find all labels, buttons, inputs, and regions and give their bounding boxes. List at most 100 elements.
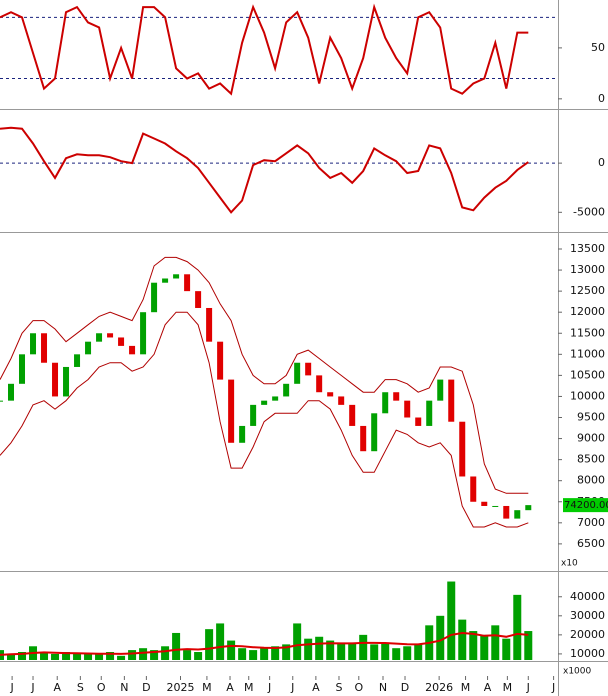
candle xyxy=(239,425,246,443)
candle xyxy=(349,404,356,426)
y-tick-label: 10500 xyxy=(570,368,605,381)
unit-label: x10 xyxy=(561,559,578,569)
y-tick-label: 6500 xyxy=(577,537,605,550)
candle xyxy=(437,379,444,401)
x-tick-label: A xyxy=(53,681,61,694)
volume-bar xyxy=(348,642,357,660)
y-tick-label: 50 xyxy=(591,41,605,54)
volume-bar xyxy=(392,648,401,660)
unit-label: x1000 xyxy=(563,667,592,677)
x-tick-label: D xyxy=(142,681,150,694)
candle xyxy=(393,392,400,401)
candle xyxy=(228,379,235,443)
candle xyxy=(503,505,510,519)
volume-bar xyxy=(172,632,181,660)
candle xyxy=(96,333,103,342)
candle xyxy=(272,396,279,401)
volume-bar xyxy=(194,652,203,660)
y-tick-label: 11500 xyxy=(570,326,605,339)
last-price-box xyxy=(563,498,608,513)
candle xyxy=(316,375,323,393)
volume-bar xyxy=(414,644,423,660)
candle xyxy=(0,400,3,402)
volume-bar xyxy=(502,638,511,660)
candle xyxy=(261,400,268,405)
y-tick-label: 0 xyxy=(598,92,605,105)
candle xyxy=(19,354,26,384)
candle xyxy=(8,383,15,401)
y-tick-label: 11000 xyxy=(570,347,605,360)
x-tick-label: J xyxy=(9,681,13,694)
volume-bar xyxy=(7,653,16,660)
y-tick-label: 8000 xyxy=(577,474,605,487)
x-tick-label: N xyxy=(120,681,128,694)
x-tick-label: M xyxy=(461,681,471,694)
candle xyxy=(382,392,389,414)
x-tick-label: O xyxy=(97,681,106,694)
volume-bar xyxy=(381,642,390,660)
volume-bar xyxy=(315,636,324,660)
y-tick-label: 10000 xyxy=(570,389,605,402)
volume-bar xyxy=(95,653,104,660)
volume-bar xyxy=(117,655,126,660)
candle xyxy=(426,400,433,426)
volume-bar xyxy=(480,634,489,660)
candle xyxy=(525,505,532,511)
candle xyxy=(448,379,455,422)
volume-bar xyxy=(403,646,412,660)
indicator-line xyxy=(0,126,529,214)
volume-ma xyxy=(0,631,529,656)
volume-bar xyxy=(106,652,115,660)
volume-bar xyxy=(436,615,445,660)
candle xyxy=(338,396,345,405)
x-tick-label: M xyxy=(244,681,254,694)
volume-bar xyxy=(205,629,214,660)
volume-bar xyxy=(150,650,159,660)
candle xyxy=(470,476,477,502)
volume-bar xyxy=(282,644,291,660)
candle xyxy=(250,404,257,426)
volume-bar xyxy=(293,623,302,660)
candle xyxy=(184,274,191,292)
candle xyxy=(481,501,488,506)
candle xyxy=(162,278,169,283)
y-tick-label: 20000 xyxy=(570,628,605,641)
candle xyxy=(41,333,48,363)
candle xyxy=(173,274,180,279)
volume-bar xyxy=(62,652,71,660)
candle xyxy=(52,362,59,397)
candle xyxy=(118,337,125,346)
y-tick-label: 8500 xyxy=(577,453,605,466)
candle xyxy=(360,425,367,452)
y-tick-label: 13000 xyxy=(570,263,605,276)
candle xyxy=(63,366,70,397)
volume-bar xyxy=(73,653,82,660)
y-tick-label: -5000 xyxy=(573,205,605,218)
x-tick-label: J xyxy=(526,681,530,694)
x-tick-label: N xyxy=(379,681,387,694)
volume-bar xyxy=(139,648,148,660)
volume-bar xyxy=(524,631,533,660)
y-tick-label: 9500 xyxy=(577,411,605,424)
volume-bar xyxy=(469,631,478,660)
y-tick-label: 0 xyxy=(598,156,605,169)
volume-bar xyxy=(40,652,49,660)
candle xyxy=(459,421,466,477)
candle xyxy=(206,307,213,342)
candle xyxy=(305,362,312,376)
candle xyxy=(371,413,378,452)
candle xyxy=(492,505,499,507)
volume-bar xyxy=(161,646,170,660)
volume-bar xyxy=(370,644,379,660)
y-tick-label: 13500 xyxy=(570,242,605,255)
candle xyxy=(151,282,158,313)
volume-bar xyxy=(183,650,192,660)
candle xyxy=(195,291,202,308)
volume-bar xyxy=(458,619,467,660)
candle xyxy=(415,417,422,426)
volume-bar xyxy=(326,640,335,660)
y-tick-label: 9000 xyxy=(577,432,605,445)
candle xyxy=(30,333,37,355)
